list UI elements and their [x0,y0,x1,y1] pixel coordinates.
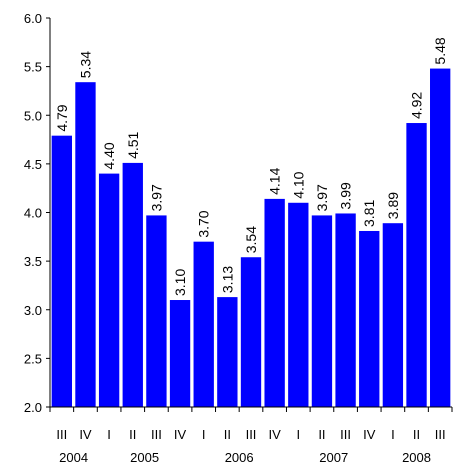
value-label-16: 5.48 [432,37,448,64]
y-tick-label-0: 2.0 [24,400,42,415]
bar-10 [288,202,309,407]
bar-14 [382,223,404,407]
value-label-7: 3.13 [219,266,235,293]
bar-16 [430,68,451,407]
x-category-label-2: I [107,427,111,442]
x-category-label-9: IV [268,427,281,442]
y-tick-label-8: 6.0 [24,11,42,26]
value-label-6: 3.70 [196,210,212,237]
x-category-label-15: II [413,427,420,442]
x-category-label-5: IV [174,427,187,442]
value-label-2: 4.40 [101,142,117,169]
value-label-9: 4.14 [267,167,283,194]
value-label-3: 4.51 [125,131,141,158]
bar-9 [264,198,285,407]
x-category-label-13: IV [363,427,376,442]
x-category-label-6: I [202,427,206,442]
x-category-label-0: III [56,427,67,442]
bar-6 [193,241,214,407]
x-category-label-16: III [435,427,446,442]
bar-11 [311,215,333,407]
value-label-5: 3.10 [172,269,188,296]
x-category-label-1: IV [79,427,92,442]
x-category-label-12: III [340,427,351,442]
value-label-10: 4.10 [290,171,306,198]
bar-5 [169,300,191,407]
value-label-11: 3.97 [314,184,330,211]
value-label-8: 3.54 [243,226,259,253]
y-tick-label-6: 5.0 [24,108,42,123]
y-tick-label-1: 2.5 [24,351,42,366]
value-label-1: 5.34 [77,51,93,78]
bar-4 [146,215,167,407]
x-year-label-4: 2008 [402,450,431,465]
y-tick-label-7: 5.5 [24,60,42,75]
value-label-14: 3.89 [385,192,401,219]
bar-12 [335,213,356,407]
y-tick-label-3: 3.5 [24,254,42,269]
y-tick-label-5: 4.5 [24,157,42,172]
bar-15 [406,123,427,407]
bar-0 [51,135,72,408]
bar-7 [217,297,238,407]
x-category-label-8: III [246,427,257,442]
x-category-label-3: II [129,427,136,442]
bar-13 [359,230,380,407]
x-year-label-1: 2005 [130,450,159,465]
x-category-label-14: I [391,427,395,442]
x-category-label-10: I [296,427,300,442]
x-year-label-2: 2006 [225,450,254,465]
x-category-label-7: II [224,427,231,442]
x-category-label-11: II [318,427,325,442]
value-label-13: 3.81 [361,200,377,227]
x-year-label-3: 2007 [319,450,348,465]
bar-3 [122,162,143,407]
bar-8 [240,257,262,407]
value-label-0: 4.79 [54,104,70,131]
y-tick-label-4: 4.0 [24,206,42,221]
bar-1 [75,82,96,407]
y-tick-label-2: 3.0 [24,303,42,318]
x-year-label-0: 2004 [59,450,88,465]
value-label-4: 3.97 [148,184,164,211]
x-category-label-4: III [151,427,162,442]
value-label-12: 3.99 [338,182,354,209]
bar-2 [98,173,120,407]
value-label-15: 4.92 [409,92,425,119]
